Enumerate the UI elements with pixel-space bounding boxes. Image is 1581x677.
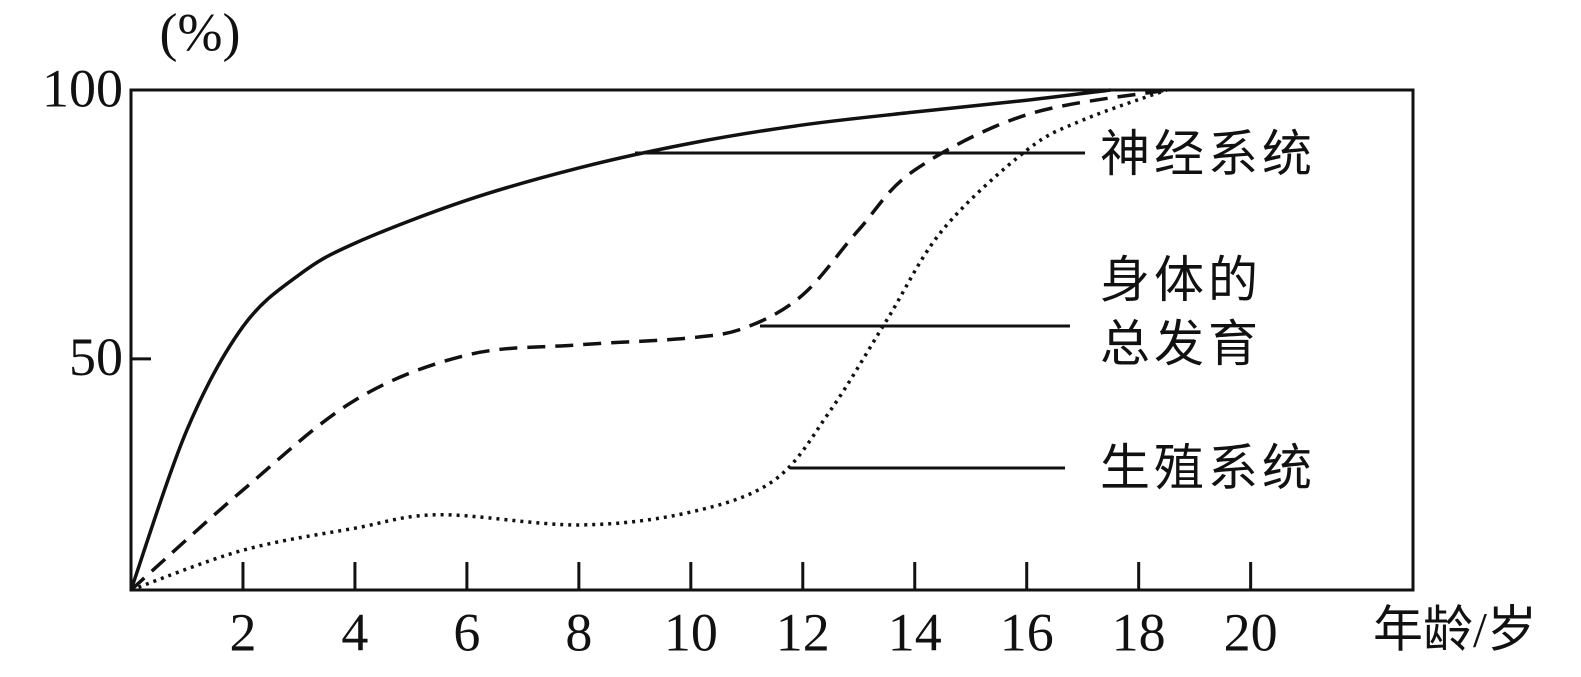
x-tick-label: 20 [1224,602,1278,662]
x-axis-label: 年龄/岁 [1373,601,1537,657]
y-tick-label: 50 [69,327,123,387]
x-tick-label: 2 [229,602,256,662]
series-line [129,88,1167,592]
x-tick-label: 8 [565,602,592,662]
x-tick-label: 12 [776,602,830,662]
x-tick-label: 16 [1000,602,1054,662]
series-label: 生殖系统 [1100,440,1316,496]
x-tick-label: 18 [1112,602,1166,662]
series-line [130,88,1168,592]
series-label: 神经系统 [1100,126,1316,182]
series-label: 身体的 总发育 [1100,252,1262,372]
x-tick-label: 10 [664,602,718,662]
y-axis-label: (%) [160,2,241,62]
x-tick-label: 6 [453,602,480,662]
series-line [129,88,1111,591]
y-tick-label: 100 [42,58,123,118]
plot-frame [129,88,1415,592]
x-tick-label: 14 [888,602,942,662]
x-tick-label: 4 [341,602,368,662]
